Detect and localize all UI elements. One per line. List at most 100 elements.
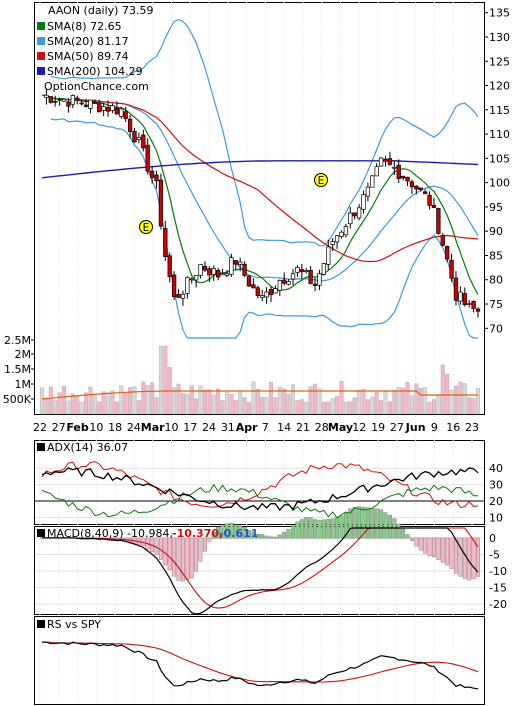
candle-body (211, 268, 216, 275)
candle-body (136, 137, 142, 140)
volume-bar (471, 398, 476, 415)
volume-bar (427, 401, 432, 415)
macd-tick-label: -10 (489, 565, 507, 578)
candle-body (290, 273, 296, 280)
candle-body (229, 257, 234, 275)
macd-histogram-bar (163, 537, 168, 566)
adx-tick-label-10: 10 (489, 511, 503, 524)
adx-panel (34, 440, 485, 525)
candle-body (114, 107, 120, 115)
candle-body (392, 166, 397, 169)
volume-bar (128, 387, 133, 415)
candle-body (264, 291, 269, 298)
macd-histogram-bar (361, 506, 366, 539)
volume-bar (229, 394, 234, 415)
legend-swatch-sma200 (37, 67, 45, 75)
candle-body (149, 170, 155, 178)
candle-body (282, 279, 287, 284)
macd-histogram-bar (313, 519, 318, 539)
candle-body (180, 293, 186, 299)
volume-bar (163, 345, 168, 415)
macd-tick-label: -5 (489, 548, 500, 561)
macd-histogram-bar (260, 534, 265, 539)
volume-bar (62, 386, 66, 415)
adx-plus-di (41, 461, 479, 509)
price-tick-label-75: 75 (489, 298, 503, 311)
x-tick-label: 10 (89, 421, 103, 434)
volume-bar (326, 401, 331, 415)
earnings-marker-1: E (139, 220, 153, 234)
volume-bar (88, 386, 93, 415)
price-title: AAON (daily) 73.59 (48, 4, 153, 17)
price-tick-label-115: 115 (489, 104, 510, 117)
x-tick-label: 24 (127, 421, 141, 434)
candle-body (220, 273, 225, 276)
macd-histogram-bar (374, 508, 379, 539)
macd-histogram-bar (251, 531, 256, 539)
legend-sma20: SMA(20) 81.17 (47, 35, 129, 48)
candle-body (70, 95, 75, 105)
volume-bar (141, 381, 146, 415)
adx-line (41, 467, 479, 512)
macd-tick-label: 0 (489, 532, 496, 545)
volume-bar (299, 399, 304, 415)
adx-tick-label-30: 30 (489, 479, 503, 492)
volume-bar (136, 400, 141, 415)
macd-tick-label: -15 (489, 582, 507, 595)
candle-body (418, 187, 423, 190)
candle-body (295, 267, 300, 273)
price-tick-label-105: 105 (489, 152, 510, 165)
rs-swatch (37, 620, 45, 628)
price-tick-label-100: 100 (489, 177, 510, 190)
macd-line (42, 527, 479, 615)
candle-body (255, 287, 260, 297)
candle-body (233, 260, 238, 265)
macd-histogram-bar (277, 534, 282, 539)
x-tick-label: Mar (141, 421, 165, 434)
candle-body (246, 275, 252, 287)
x-tick-label: 7 (262, 421, 269, 434)
macd-histogram-bar (189, 537, 194, 579)
macd-histogram-bar (207, 537, 212, 542)
macd-histogram-bar (454, 537, 458, 574)
macd-histogram-bar (202, 537, 207, 552)
candle-body (423, 191, 428, 195)
volume-bar (295, 400, 300, 415)
candle-body (445, 246, 450, 260)
macd-histogram-bar (225, 523, 229, 539)
bollinger-upper (50, 18, 479, 247)
candle-body (198, 264, 203, 276)
x-tick-label: 27 (52, 421, 66, 434)
candle-body (83, 104, 89, 107)
macd-histogram-bar (476, 537, 480, 577)
volume-bar (40, 387, 44, 415)
volume-bar (454, 385, 458, 415)
grid-layer (35, 2, 484, 704)
volume-bar (476, 387, 480, 415)
rs-panel (34, 616, 485, 705)
candle-body (176, 294, 181, 298)
volume-bar (383, 391, 388, 415)
volume-bar (66, 400, 71, 415)
candle-body (326, 246, 331, 265)
bollinger-lower (50, 118, 478, 339)
volume-tick-label: 500K (3, 393, 32, 406)
macd-histogram-bar (304, 517, 309, 539)
volume-bar (273, 397, 278, 415)
macd-histogram-bar (264, 535, 269, 539)
x-tick-label: 21 (296, 421, 310, 434)
macd-histogram-bar (291, 525, 295, 539)
volume-bar (150, 382, 155, 415)
price-tick-label-95: 95 (489, 201, 503, 214)
candle-body (57, 98, 62, 101)
volume-bar (357, 390, 362, 415)
price-tick-label-110: 110 (489, 128, 510, 141)
price-tick-label-80: 80 (489, 274, 503, 287)
macd-histogram-bar (308, 517, 313, 539)
x-tick-label: 22 (33, 421, 47, 434)
volume-bar (335, 395, 340, 415)
x-tick-label: 23 (465, 421, 479, 434)
candle-body (348, 212, 353, 225)
candle-body (163, 228, 168, 257)
